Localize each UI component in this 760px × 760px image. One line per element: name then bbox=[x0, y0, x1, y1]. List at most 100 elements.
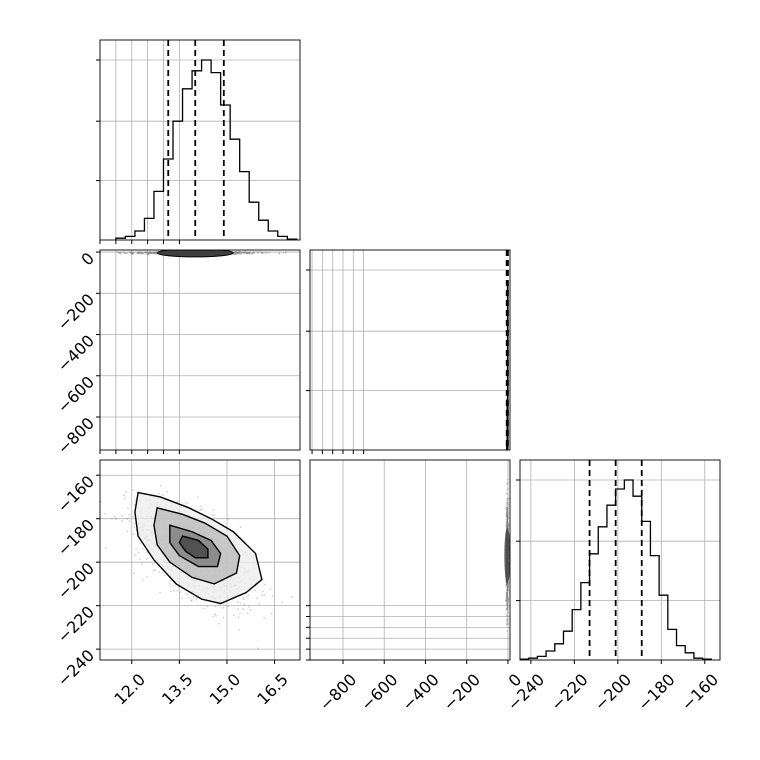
scatter-point bbox=[507, 478, 509, 481]
scatter-point bbox=[506, 611, 509, 613]
panel-content bbox=[504, 478, 510, 633]
scatter-point bbox=[248, 605, 250, 608]
scatter-point bbox=[197, 496, 199, 498]
scatter-point bbox=[507, 589, 510, 592]
scatter-point bbox=[264, 251, 266, 254]
scatter-point bbox=[235, 253, 238, 256]
grid-lines bbox=[99, 250, 300, 450]
scatter-point bbox=[506, 516, 509, 519]
scatter-point bbox=[282, 252, 285, 254]
scatter-point bbox=[506, 520, 509, 523]
scatter-point bbox=[506, 589, 509, 591]
scatter-point bbox=[236, 251, 238, 254]
scatter-point bbox=[506, 513, 508, 516]
scatter-point bbox=[125, 491, 128, 494]
scatter-point bbox=[122, 251, 125, 254]
scatter-point bbox=[263, 583, 266, 586]
scatter-point bbox=[506, 586, 509, 588]
scatter-point bbox=[506, 599, 509, 601]
scatter-point bbox=[506, 586, 509, 589]
scatter-point bbox=[129, 251, 132, 254]
scatter-point bbox=[149, 252, 152, 254]
scatter-point bbox=[103, 512, 106, 515]
scatter-point bbox=[506, 584, 509, 587]
scatter-point bbox=[239, 612, 241, 615]
scatter-point bbox=[505, 596, 508, 598]
scatter-point bbox=[144, 251, 147, 254]
scatter-point bbox=[505, 608, 508, 611]
scatter-point bbox=[141, 547, 144, 550]
scatter-point bbox=[265, 251, 268, 254]
x-tick-label: −600 bbox=[357, 670, 402, 715]
scatter-point bbox=[252, 251, 255, 254]
scatter-point bbox=[505, 524, 508, 527]
scatter-point bbox=[507, 506, 510, 508]
scatter-point bbox=[110, 517, 113, 520]
scatter-point bbox=[506, 521, 508, 523]
scatter-point bbox=[506, 513, 509, 515]
scatter-point bbox=[131, 253, 134, 255]
scatter-point bbox=[115, 518, 117, 520]
scatter-point bbox=[119, 252, 122, 255]
scatter-point bbox=[506, 511, 509, 513]
scatter-point bbox=[127, 507, 129, 509]
scatter-point bbox=[506, 513, 509, 516]
scatter-point bbox=[132, 515, 134, 518]
scatter-point bbox=[177, 586, 180, 588]
scatter-point bbox=[506, 614, 509, 617]
scatter-point bbox=[506, 503, 509, 506]
scatter-point bbox=[162, 494, 165, 496]
scatter-point bbox=[245, 251, 248, 254]
scatter-point bbox=[139, 252, 142, 254]
scatter-point bbox=[141, 578, 144, 581]
scatter-point bbox=[232, 614, 235, 617]
grid-lines bbox=[99, 40, 300, 240]
scatter-point bbox=[506, 601, 509, 604]
scatter-point bbox=[243, 598, 246, 601]
scatter-point bbox=[234, 252, 237, 255]
scatter-point bbox=[141, 252, 144, 254]
scatter-point bbox=[506, 589, 508, 592]
scatter-point bbox=[236, 252, 239, 254]
scatter-point bbox=[153, 252, 156, 255]
scatter-point bbox=[506, 594, 508, 597]
scatter-point bbox=[141, 563, 144, 565]
scatter-point bbox=[506, 501, 509, 504]
scatter-point bbox=[247, 252, 249, 254]
scatter-point bbox=[506, 524, 509, 527]
scatter-point bbox=[505, 524, 508, 527]
x-tick-label: 12.0 bbox=[110, 670, 149, 709]
scatter-point bbox=[131, 252, 134, 255]
scatter-point bbox=[506, 507, 509, 510]
histogram-step bbox=[520, 479, 712, 660]
scatter-point bbox=[143, 251, 146, 254]
scatter-point bbox=[148, 250, 151, 253]
scatter-point bbox=[505, 623, 508, 625]
scatter-point bbox=[239, 251, 242, 254]
scatter-point bbox=[212, 508, 215, 511]
scatter-point bbox=[506, 600, 509, 603]
scatter-point bbox=[248, 251, 251, 254]
scatter-point bbox=[131, 252, 134, 254]
scatter-point bbox=[507, 504, 510, 506]
scatter-point bbox=[233, 252, 236, 254]
scatter-point bbox=[129, 251, 132, 254]
scatter-point bbox=[139, 252, 142, 255]
scatter-point bbox=[139, 542, 141, 544]
y-tick-label: −600 bbox=[53, 372, 98, 417]
scatter-point bbox=[113, 515, 116, 518]
scatter-point bbox=[147, 253, 149, 256]
scatter-point bbox=[131, 250, 133, 253]
scatter-point bbox=[257, 251, 260, 254]
scatter-point bbox=[249, 251, 251, 254]
panel-content bbox=[115, 40, 298, 240]
y-tick-label: 0 bbox=[77, 249, 98, 270]
scatter-point bbox=[100, 500, 102, 503]
scatter-point bbox=[152, 251, 155, 254]
scatter-point bbox=[136, 252, 139, 254]
scatter-point bbox=[236, 600, 239, 603]
scatter-point bbox=[250, 252, 253, 255]
scatter-point bbox=[211, 513, 214, 516]
scatter-point bbox=[506, 525, 508, 528]
scatter-point bbox=[237, 251, 240, 254]
